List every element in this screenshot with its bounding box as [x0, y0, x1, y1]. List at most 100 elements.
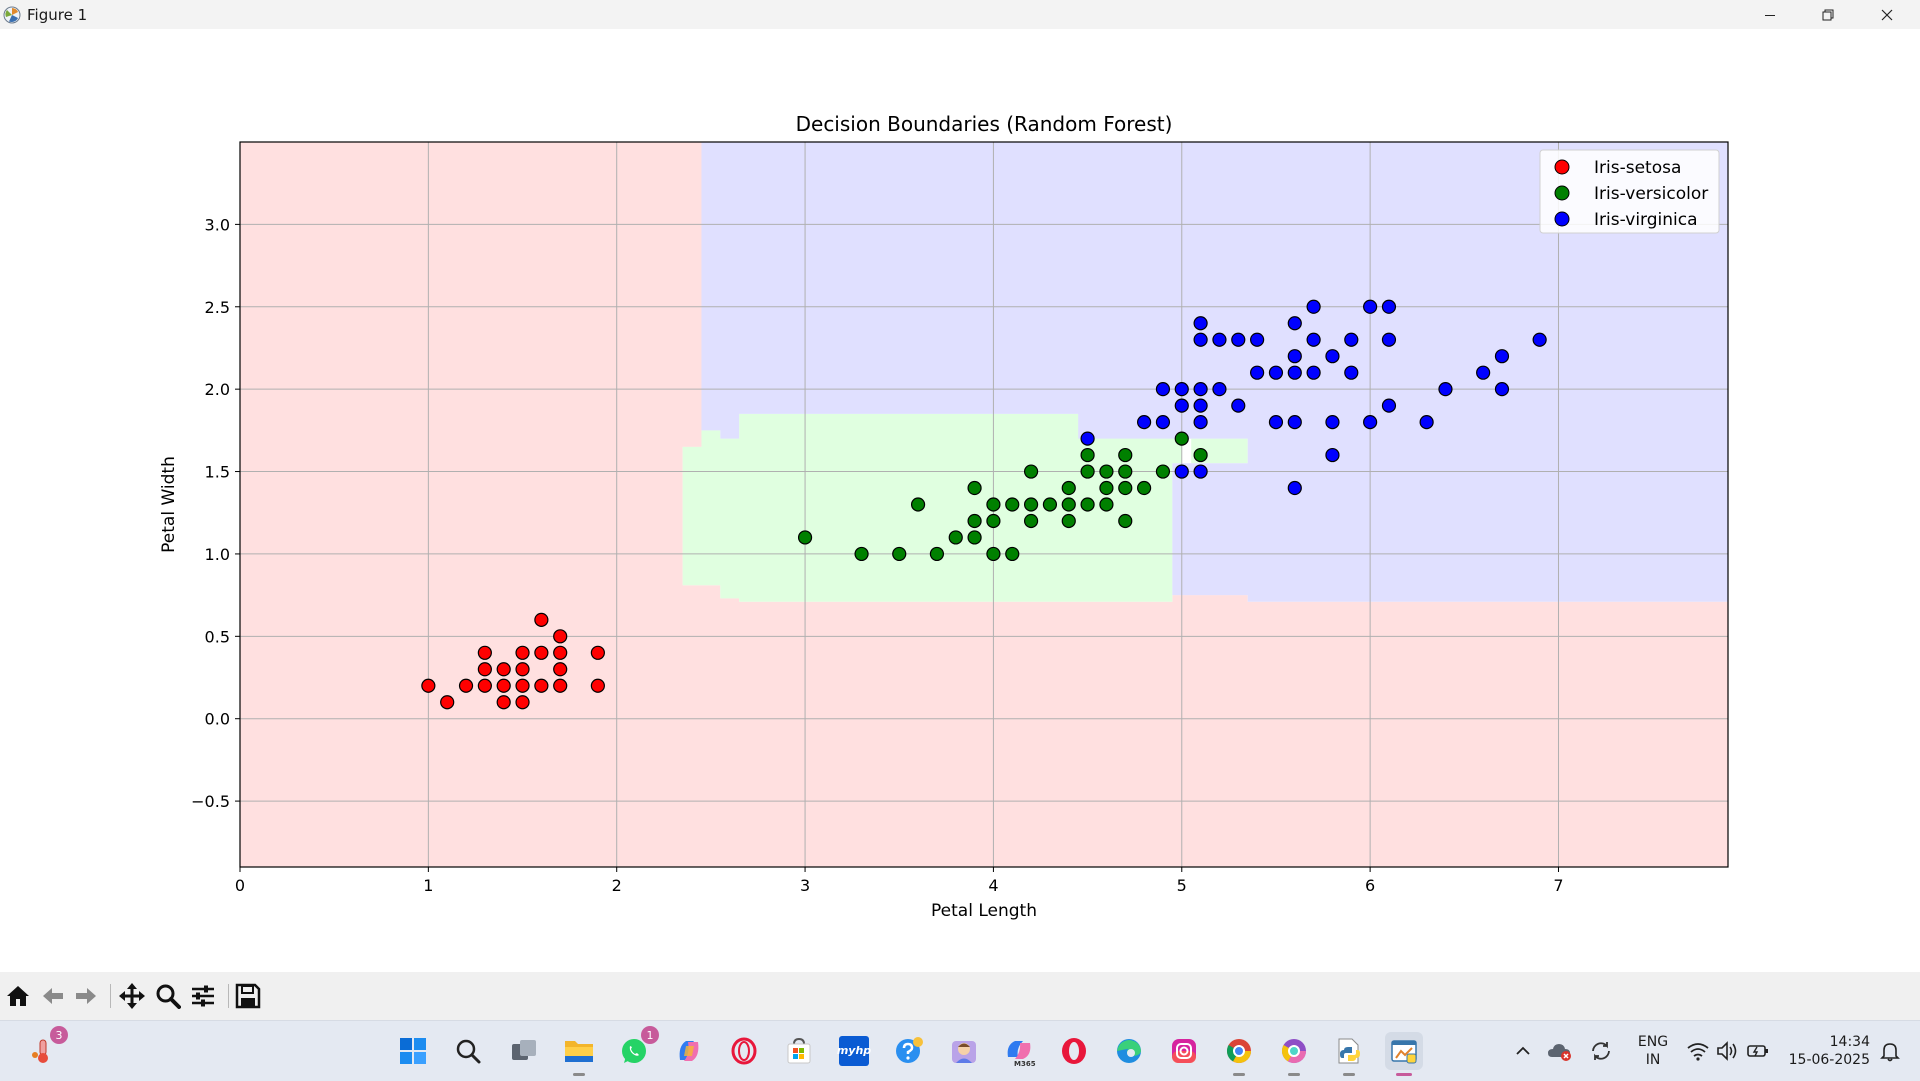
running-indicator [573, 1073, 585, 1076]
figure-window-button[interactable] [1385, 1032, 1423, 1076]
back-button[interactable] [37, 980, 69, 1012]
show-hidden-icons-button[interactable] [1504, 1032, 1542, 1070]
data-point-iris-versicolor [1099, 464, 1114, 479]
data-point-iris-versicolor [1155, 464, 1171, 479]
chrome-button[interactable] [1220, 1032, 1258, 1076]
chrome-profile-icon [1281, 1039, 1306, 1064]
start-button[interactable] [394, 1032, 432, 1070]
pan-button[interactable] [116, 980, 148, 1012]
copilot-button[interactable] [670, 1032, 708, 1070]
data-point-iris-versicolor [1061, 513, 1076, 529]
decision-region-iris-setosa [240, 142, 1728, 867]
configure-subplots-button[interactable] [187, 980, 219, 1012]
instagram-icon [1172, 1039, 1196, 1063]
toolbar-separator [228, 984, 229, 1008]
weather-widget[interactable]: 3 [24, 1026, 68, 1070]
data-point-iris-setosa [440, 695, 455, 710]
data-point-iris-virginica [1193, 398, 1208, 413]
thermometer-icon [32, 1039, 48, 1063]
python-button[interactable] [1330, 1032, 1368, 1076]
file-explorer-button[interactable] [560, 1032, 598, 1076]
cloud-error-icon [1548, 1044, 1571, 1061]
zoom-icon [156, 984, 181, 1009]
y-tick-label: 3.0 [205, 215, 230, 234]
axes-frame [239, 141, 1729, 868]
data-point-iris-versicolor [948, 530, 963, 545]
data-point-iris-virginica [1287, 415, 1302, 430]
region-code: IN [1645, 1052, 1661, 1068]
data-point-iris-versicolor [1061, 497, 1076, 512]
data-point-iris-versicolor [797, 530, 813, 545]
data-point-iris-virginica [1344, 365, 1359, 380]
myhp-button[interactable]: myhp [835, 1032, 873, 1070]
data-point-iris-versicolor [1118, 464, 1133, 479]
search-button[interactable] [449, 1032, 487, 1070]
clock-time: 14:34 [1829, 1034, 1870, 1050]
data-point-iris-setosa [553, 678, 568, 693]
x-tick-label: 7 [1553, 876, 1563, 895]
get-help-button[interactable] [890, 1032, 928, 1070]
decision-region-iris-versicolor [682, 413, 1248, 602]
data-point-iris-versicolor [986, 497, 1001, 512]
zoom-button[interactable] [152, 980, 184, 1012]
myhp-label: myhp [836, 1044, 872, 1057]
language-code: ENG [1637, 1034, 1669, 1050]
whatsapp-button[interactable]: 1 [615, 1026, 659, 1070]
forward-button[interactable] [70, 980, 102, 1012]
data-point-iris-virginica [1419, 415, 1434, 430]
clock-date: 15-06-2025 [1788, 1052, 1870, 1068]
chrome-icon [1226, 1039, 1251, 1064]
data-point-iris-setosa [590, 645, 605, 660]
volume-icon [1717, 1041, 1737, 1061]
sync-tray-button[interactable] [1582, 1032, 1620, 1070]
x-tick-label: 2 [612, 876, 622, 895]
wifi-icon [1687, 1043, 1709, 1061]
store-icon [787, 1037, 811, 1064]
scatter-chart: 0 1 2 3 4 5 6 7 −0.5 0.0 0.5 1.0 1.5 2.0 2.5 3.0 Decisi… [159, 112, 1729, 921]
clock[interactable]: 14:34 15-06-2025 [1780, 1033, 1870, 1069]
data-point-iris-setosa [515, 695, 530, 710]
save-button[interactable] [232, 980, 264, 1012]
running-indicator [1288, 1073, 1300, 1076]
active-indicator [1396, 1073, 1412, 1076]
figure-canvas[interactable]: 0 1 2 3 4 5 6 7 −0.5 0.0 0.5 1.0 1.5 2.0 2.5 3.0 Decisi… [0, 29, 1920, 972]
opera-gx-button[interactable] [725, 1032, 763, 1070]
notifications-button[interactable] [1872, 1032, 1908, 1070]
running-indicator [1233, 1073, 1245, 1076]
notification-bell-icon [1880, 1043, 1900, 1062]
close-icon [1881, 9, 1893, 20]
grid-lines [239, 142, 1728, 867]
legend-label-versicolor: Iris-versicolor [1594, 184, 1708, 204]
edge-button[interactable] [1110, 1032, 1148, 1070]
instagram-button[interactable] [1165, 1032, 1203, 1070]
data-point-iris-versicolor [929, 546, 945, 562]
data-point-iris-versicolor [1080, 464, 1095, 479]
data-point-iris-virginica [1231, 398, 1246, 413]
data-point-iris-versicolor [1061, 480, 1076, 496]
minimize-button[interactable] [1741, 0, 1799, 29]
data-point-iris-setosa [534, 645, 549, 660]
restore-button[interactable] [1799, 0, 1857, 29]
legend-label-virginica: Iris-virginica [1594, 210, 1698, 230]
opera-button[interactable] [1055, 1032, 1093, 1070]
home-button[interactable] [2, 980, 34, 1012]
m365-button[interactable]: M365 [1000, 1032, 1038, 1070]
y-tick-label: 0.5 [205, 627, 230, 646]
window-title: Figure 1 [27, 6, 88, 24]
onedrive-tray-button[interactable] [1541, 1032, 1579, 1070]
close-button[interactable] [1858, 0, 1916, 29]
data-point-iris-virginica [1250, 365, 1265, 380]
task-view-button[interactable] [505, 1032, 543, 1070]
chrome-profile-button[interactable] [1275, 1032, 1313, 1076]
data-point-iris-virginica [1193, 332, 1208, 347]
input-language-indicator[interactable]: ENG IN [1628, 1033, 1678, 1069]
data-point-iris-versicolor [1193, 447, 1208, 463]
family-app-button[interactable] [945, 1032, 983, 1070]
data-point-iris-versicolor [967, 530, 982, 545]
data-point-iris-setosa [421, 678, 436, 693]
quick-settings-button[interactable] [1678, 1032, 1778, 1070]
microsoft-store-button[interactable] [780, 1032, 818, 1070]
data-point-iris-virginica [1325, 415, 1340, 430]
data-point-iris-virginica [1080, 431, 1095, 446]
data-point-iris-virginica [1212, 382, 1227, 397]
